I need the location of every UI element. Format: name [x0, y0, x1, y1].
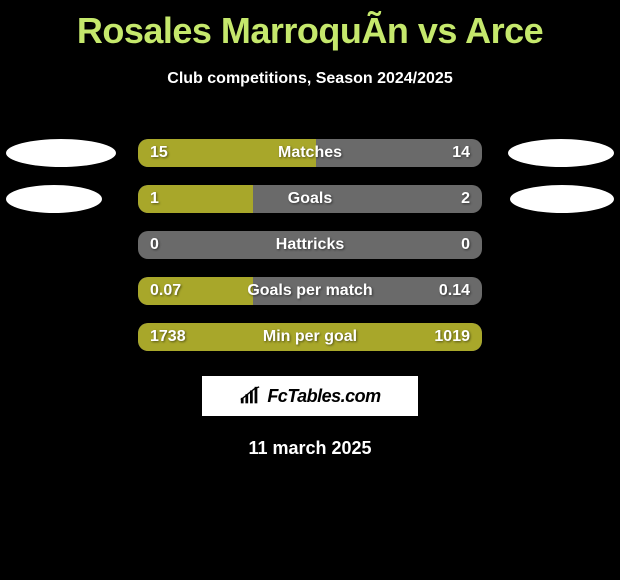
stat-value-right: 14	[452, 144, 470, 162]
player-right-ellipse	[508, 139, 614, 167]
stat-bar: 1 Goals 2	[138, 185, 482, 213]
stat-row: 0.07 Goals per match 0.14	[0, 268, 620, 314]
stat-value-right: 0	[461, 236, 470, 254]
stat-bar: 0 Hattricks 0	[138, 231, 482, 259]
player-right-ellipse	[510, 185, 614, 213]
stat-value-left: 1738	[150, 328, 186, 346]
stat-bar: 1738 Min per goal 1019	[138, 323, 482, 351]
logo-text: FcTables.com	[267, 386, 380, 407]
stat-value-right: 2	[461, 190, 470, 208]
page-title: Rosales MarroquÃ­n vs Arce	[0, 0, 620, 52]
stat-label: Goals	[288, 190, 332, 208]
stat-row: 1738 Min per goal 1019	[0, 314, 620, 360]
stat-label: Goals per match	[247, 282, 372, 300]
stat-bar: 0.07 Goals per match 0.14	[138, 277, 482, 305]
player-left-ellipse	[6, 139, 116, 167]
stat-label: Min per goal	[263, 328, 357, 346]
stat-label: Matches	[278, 144, 342, 162]
stat-value-left: 15	[150, 144, 168, 162]
stat-value-right: 1019	[434, 328, 470, 346]
stat-label: Hattricks	[276, 236, 344, 254]
player-left-ellipse	[6, 185, 102, 213]
comparison-rows: 15 Matches 14 1 Goals 2 0 Hattricks 0 0.07 Goals p…	[0, 130, 620, 360]
logo-box: FcTables.com	[202, 376, 418, 416]
stat-value-left: 1	[150, 190, 159, 208]
stat-value-right: 0.14	[439, 282, 470, 300]
stat-value-left: 0.07	[150, 282, 181, 300]
stat-value-left: 0	[150, 236, 159, 254]
stat-bar: 15 Matches 14	[138, 139, 482, 167]
stat-row: 1 Goals 2	[0, 176, 620, 222]
stat-row: 15 Matches 14	[0, 130, 620, 176]
subtitle: Club competitions, Season 2024/2025	[0, 70, 620, 88]
stat-row: 0 Hattricks 0	[0, 222, 620, 268]
chart-icon	[239, 386, 261, 406]
date-text: 11 march 2025	[0, 438, 620, 459]
